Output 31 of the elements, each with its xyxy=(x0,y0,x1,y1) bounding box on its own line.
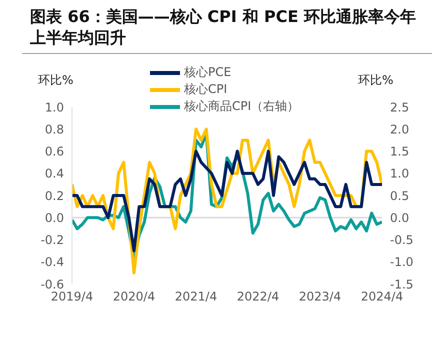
y-tick-label: 1.0 xyxy=(44,100,64,114)
x-tick-label: 2023/4 xyxy=(298,290,342,304)
y2-tick-label: 1.5 xyxy=(390,144,410,159)
x-tick-label: 2019/4 xyxy=(50,290,94,304)
y2-axis-title: 环比% xyxy=(358,72,394,89)
y2-tick-label: -1.0 xyxy=(390,255,414,270)
y-tick-label: 0.6 xyxy=(44,144,64,159)
legend-label: 核心商品CPI（右轴） xyxy=(184,98,300,115)
y-tick-label: 0.4 xyxy=(44,166,64,181)
line-series xyxy=(72,150,382,252)
x-tick-label: 2022/4 xyxy=(236,290,280,304)
y2-tick-label: -0.5 xyxy=(390,233,414,248)
y2-tick-label: 2.0 xyxy=(390,122,410,136)
y-tick-label: -0.6 xyxy=(40,277,64,292)
chart-title: 图表 66：美国——核心 CPI 和 PCE 环比通胀率今年上半年均回升 xyxy=(30,6,417,48)
x-tick-label: 2024/4 xyxy=(360,290,404,304)
y2-tick-label: 2.5 xyxy=(390,100,410,114)
y2-tick-label: 0.5 xyxy=(390,188,410,203)
y-tick-label: 0.8 xyxy=(44,122,64,136)
x-tick-label: 2021/4 xyxy=(174,290,218,304)
legend-label: 核心PCE xyxy=(184,64,232,81)
x-tick-label: 2020/4 xyxy=(112,290,156,304)
y-axis-title: 环比% xyxy=(38,72,74,89)
y2-tick-label: -1.5 xyxy=(390,277,414,292)
legend-label: 核心CPI xyxy=(184,81,228,98)
y-tick-label: 0.0 xyxy=(44,210,64,225)
y-tick-label: 0.2 xyxy=(44,188,64,203)
y-tick-label: -0.2 xyxy=(40,233,64,248)
y2-tick-label: 0.0 xyxy=(390,210,410,225)
y-tick-label: -0.4 xyxy=(40,255,64,270)
y2-tick-label: 1.0 xyxy=(390,166,410,181)
